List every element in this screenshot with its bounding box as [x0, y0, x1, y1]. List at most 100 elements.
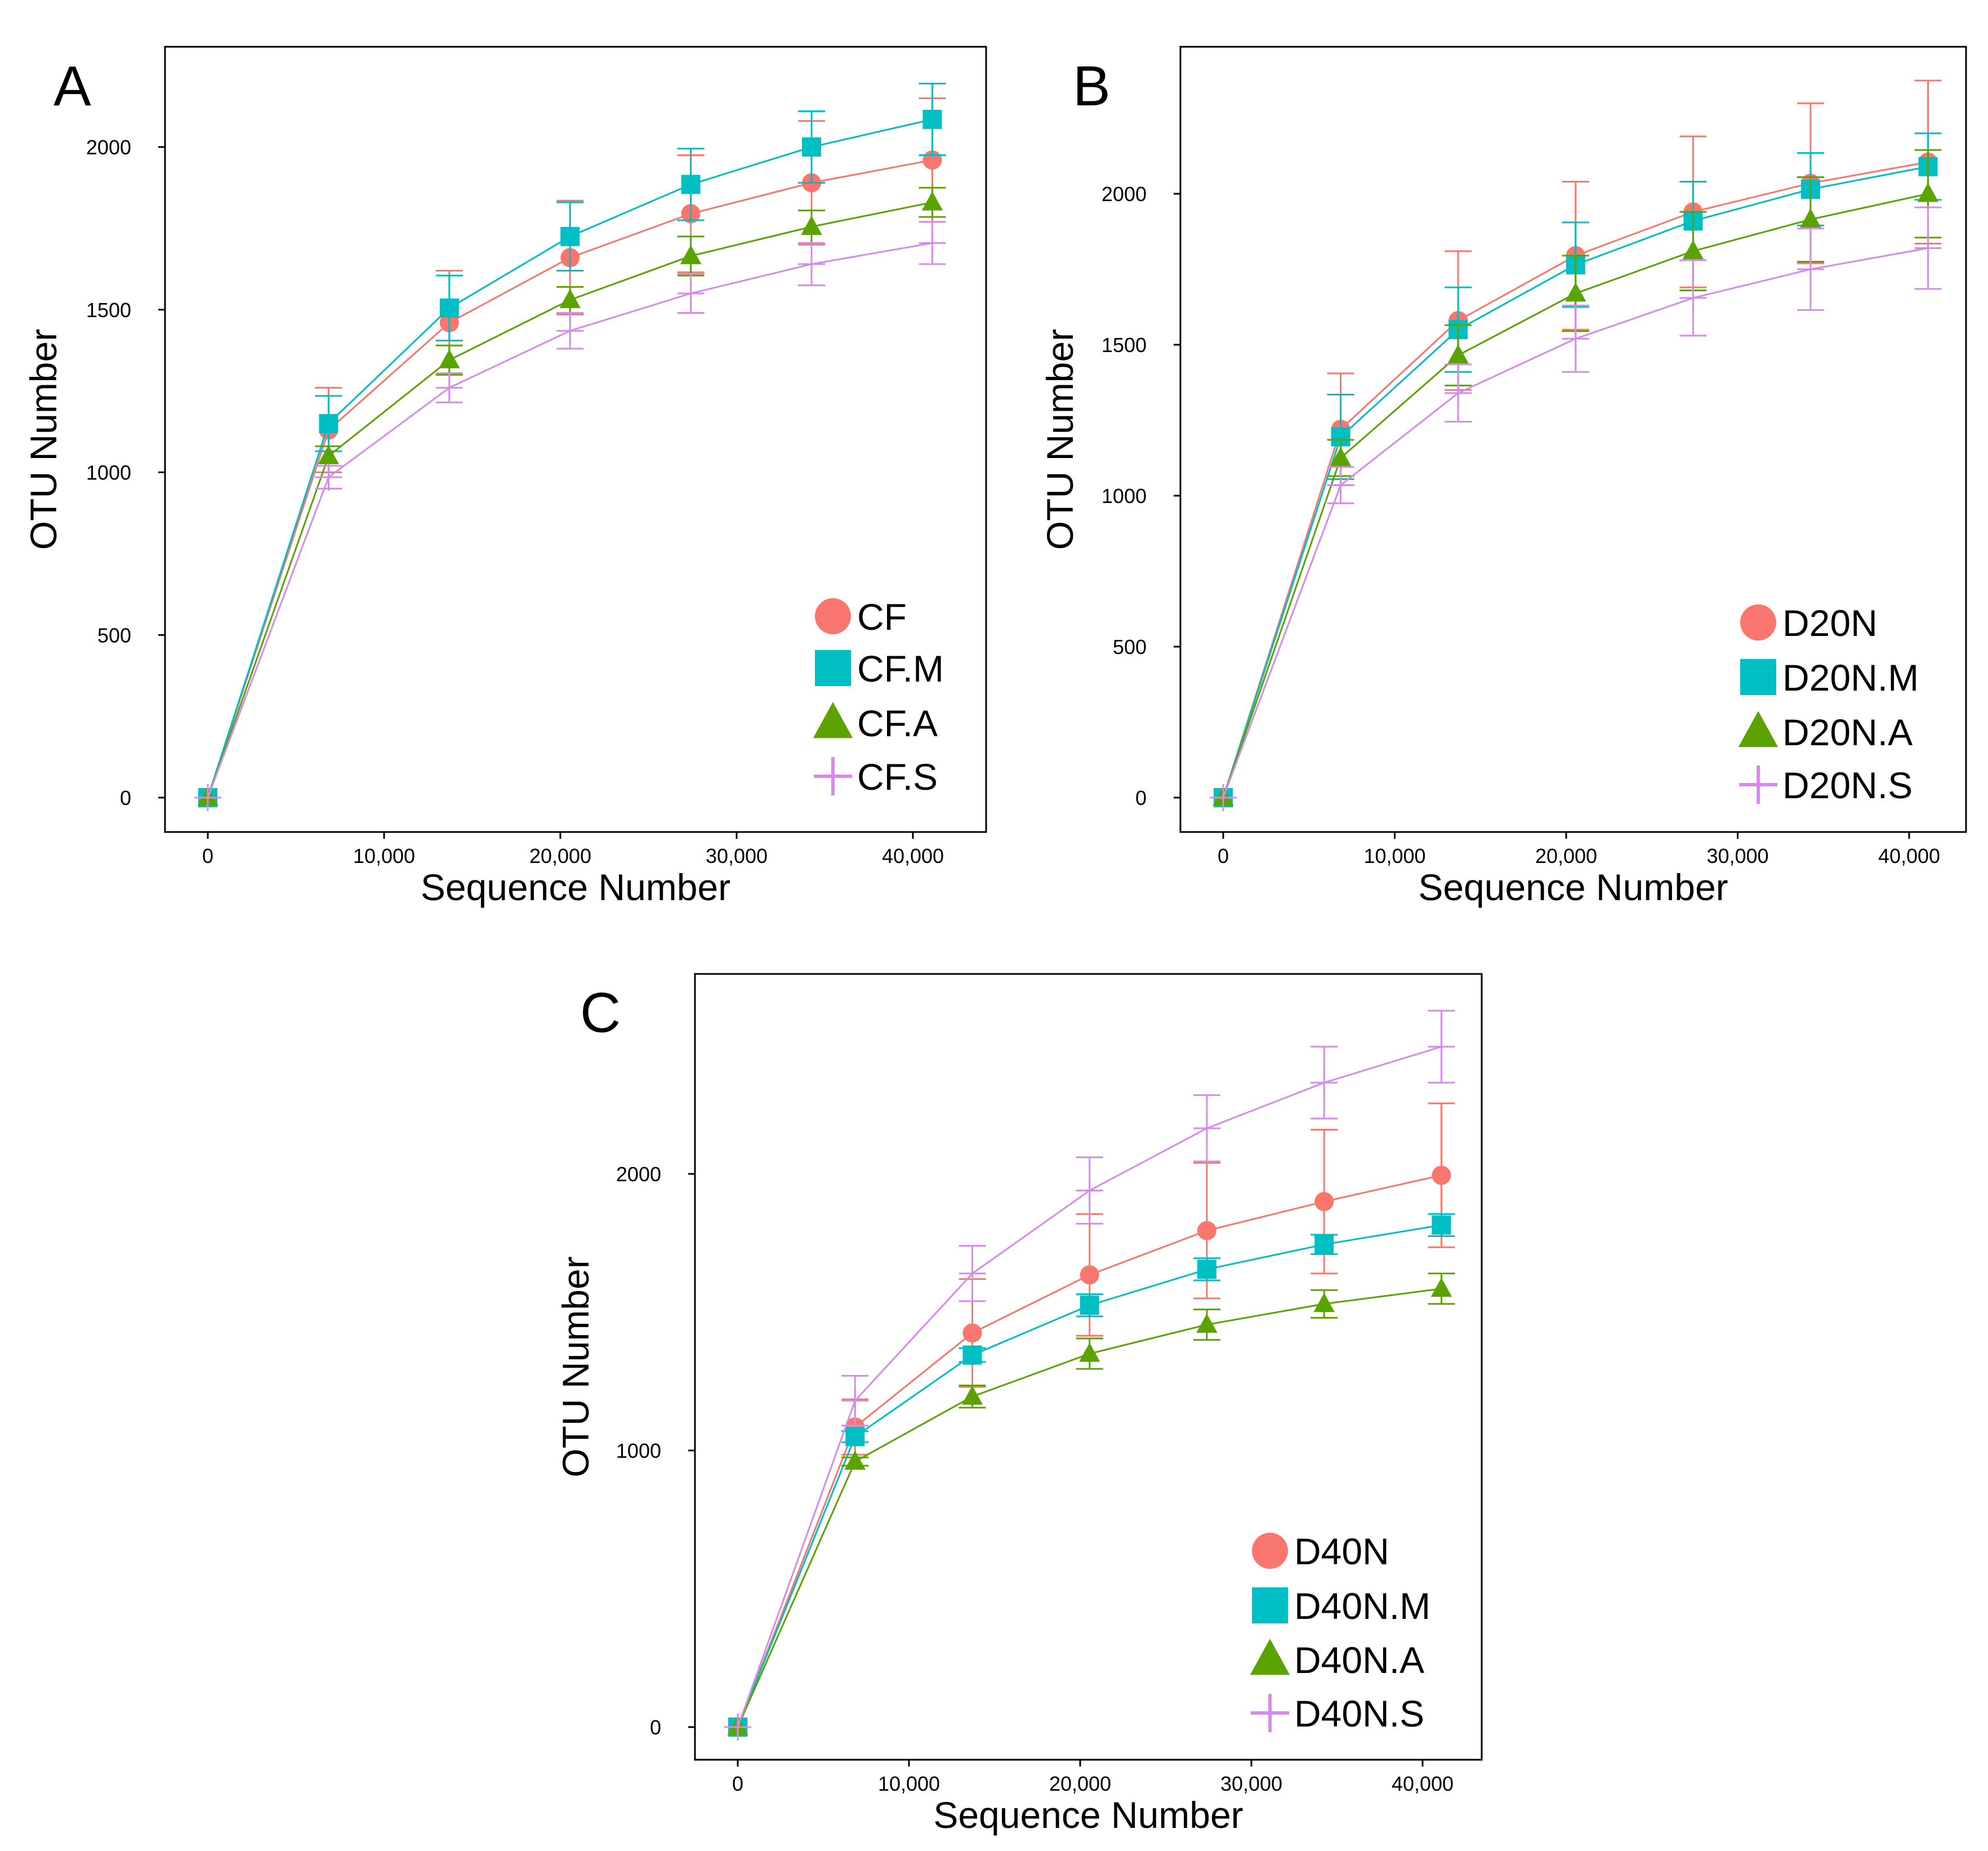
plot-frame — [694, 973, 1483, 1761]
panel-C: C 0 10,000 20,000 30,000 40,000 0 1000 2000 Seque… — [555, 973, 1483, 1836]
y-tick-label: 2000 — [616, 1163, 661, 1186]
data-point — [1562, 325, 1589, 353]
x-tick-label: 30,000 — [706, 844, 768, 867]
data-point — [1330, 447, 1352, 466]
y-axis-title: OTU Number — [23, 329, 64, 550]
legend-label: D20N.A — [1782, 711, 1913, 753]
data-point — [439, 298, 459, 318]
panel-label: B — [1073, 55, 1111, 118]
y-tick-label: 500 — [1113, 635, 1147, 658]
data-point — [681, 175, 701, 194]
data-point — [1311, 1069, 1338, 1096]
y-tick-label: 500 — [97, 624, 131, 647]
x-tick-label: 20,000 — [1535, 844, 1597, 867]
x-tick-label: 0 — [732, 1772, 743, 1795]
panel-label: C — [580, 981, 621, 1044]
series-D40N.M — [728, 1213, 1455, 1737]
data-point — [1196, 1314, 1218, 1333]
x-tick-label: 20,000 — [1049, 1772, 1111, 1795]
y-tick-label: 1000 — [1102, 484, 1147, 508]
data-point — [962, 1345, 982, 1365]
data-point — [962, 1323, 982, 1343]
legend-label: CF.A — [857, 702, 938, 744]
data-point — [1314, 1192, 1334, 1212]
x-tick-label: 0 — [202, 844, 213, 867]
data-point — [1079, 1342, 1100, 1362]
data-point — [1197, 1221, 1216, 1240]
data-point — [1430, 1278, 1452, 1297]
data-point — [1197, 1260, 1216, 1279]
data-point — [1327, 471, 1354, 499]
data-point — [559, 288, 581, 308]
legend-label: D20N.M — [1782, 657, 1919, 698]
y-tick-label: 1500 — [86, 299, 131, 322]
data-point — [435, 374, 463, 402]
series-CF.A — [197, 186, 946, 806]
x-tick-label: 10,000 — [353, 844, 415, 867]
legend-label: D40N — [1294, 1530, 1389, 1572]
data-point — [677, 279, 705, 307]
data-point — [318, 445, 340, 465]
data-point — [315, 464, 342, 491]
legend-label: CF.S — [857, 756, 938, 798]
y-tick-label: 2000 — [1102, 183, 1147, 206]
x-tick-label: 40,000 — [882, 844, 944, 867]
data-point — [845, 1427, 865, 1447]
data-point — [1314, 1235, 1334, 1254]
x-tick-label: 10,000 — [878, 1772, 940, 1795]
legend-label: D20N — [1782, 602, 1878, 644]
legend-label: CF — [857, 596, 907, 638]
legend-label: CF.M — [857, 648, 944, 689]
data-point — [556, 317, 584, 345]
data-point — [1445, 379, 1472, 407]
y-tick-label: 2000 — [86, 136, 131, 159]
legend-label: D40N.S — [1294, 1693, 1424, 1734]
data-point — [1432, 1165, 1451, 1185]
legend-marker — [1738, 711, 1778, 747]
data-point — [1447, 344, 1469, 364]
panel-B: B 0 10,000 20,000 30,000 40,000 0 500 1000 1500 20… — [1039, 46, 1967, 908]
x-tick-label: 0 — [1218, 844, 1229, 867]
legend-marker — [814, 757, 852, 795]
x-tick-label: 40,000 — [1392, 1772, 1454, 1795]
panel-label: A — [54, 55, 91, 118]
x-axis-title: Sequence Number — [933, 1794, 1243, 1836]
data-point — [1210, 784, 1237, 811]
data-point — [961, 1385, 983, 1405]
data-point — [1080, 1265, 1099, 1285]
data-point — [724, 1714, 751, 1741]
data-point — [1193, 1114, 1220, 1142]
y-tick-label: 1500 — [1102, 333, 1147, 357]
series-D40N.A — [727, 1272, 1455, 1736]
legend-marker — [815, 598, 851, 634]
legend-marker — [1250, 1639, 1290, 1675]
y-axis-title: OTU Number — [1039, 329, 1081, 550]
series-D40N.S — [724, 1009, 1455, 1741]
data-point — [1565, 282, 1586, 302]
data-point — [922, 109, 942, 129]
data-point — [921, 191, 943, 211]
series-CF.M — [198, 82, 946, 807]
data-point — [1080, 1296, 1099, 1315]
x-tick-label: 40,000 — [1878, 844, 1940, 867]
legend-marker — [815, 650, 851, 686]
data-point — [319, 413, 338, 433]
data-point — [1313, 1293, 1335, 1312]
data-point — [1917, 183, 1939, 202]
series-CF.S — [194, 221, 946, 811]
legend-label: D40N.M — [1294, 1585, 1430, 1627]
legend-marker — [1740, 604, 1776, 640]
y-tick-label: 0 — [1135, 786, 1147, 809]
legend-marker — [1739, 766, 1777, 804]
legend-marker — [1740, 659, 1776, 695]
plot-frame — [164, 46, 987, 833]
data-point — [801, 215, 822, 235]
data-point — [194, 784, 221, 811]
series-D20N.S — [1210, 206, 1942, 811]
x-tick-label: 30,000 — [1220, 1772, 1282, 1795]
data-point — [439, 349, 460, 368]
legend-marker — [1252, 1587, 1288, 1623]
data-point — [1428, 1033, 1455, 1061]
data-point — [798, 250, 826, 278]
